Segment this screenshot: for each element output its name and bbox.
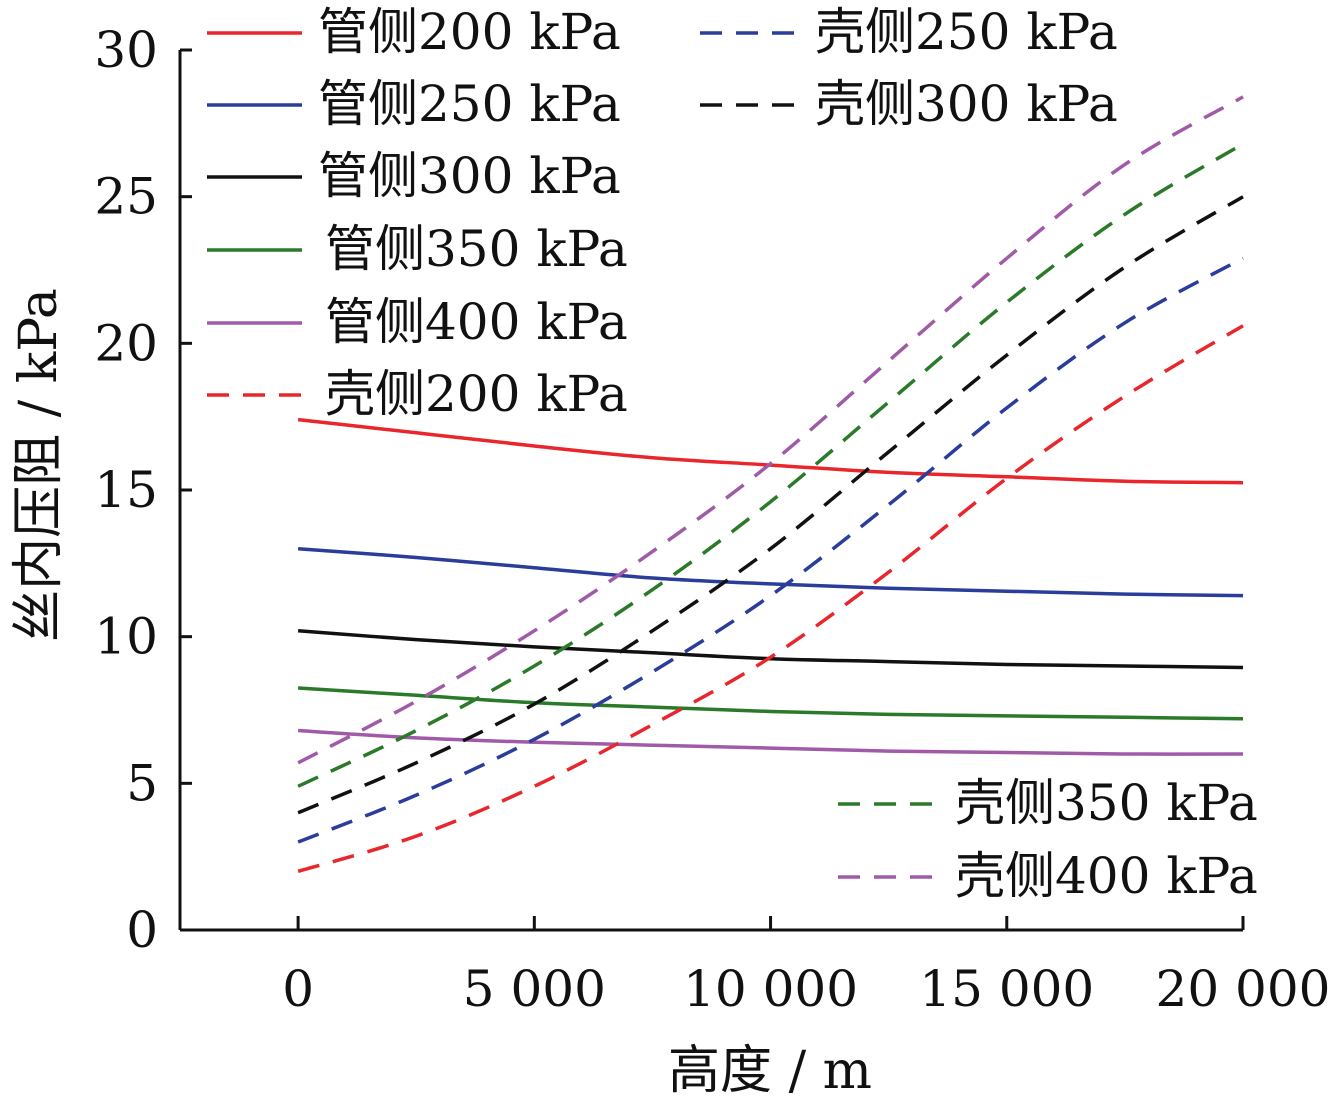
y-tick-label: 10	[94, 608, 158, 666]
x-axis-title: 高度 / m	[668, 1041, 872, 1096]
legend-item: 管侧200 kPa	[207, 3, 621, 61]
legend-item: 壳侧350 kPa	[838, 774, 1258, 832]
legend-label: 壳侧350 kPa	[955, 774, 1258, 832]
y-tick-label: 5	[126, 754, 158, 812]
series-line-3	[297, 629, 1244, 670]
legend-label: 壳侧250 kPa	[815, 3, 1118, 61]
x-tick-label: 10 000	[683, 960, 858, 1018]
y-tick-label: 20	[94, 314, 158, 372]
legend-label: 壳侧300 kPa	[815, 75, 1118, 133]
legend-label: 壳侧400 kPa	[955, 847, 1258, 905]
legend-item: 管侧400 kPa	[207, 293, 628, 351]
series-line-7	[297, 256, 1244, 844]
legend-label: 管侧350 kPa	[325, 220, 628, 278]
series-line-6	[297, 324, 1244, 873]
plot-lines	[297, 95, 1244, 873]
series-line-8	[297, 195, 1244, 815]
legend-label: 管侧400 kPa	[325, 293, 628, 351]
legend-label: 管侧300 kPa	[318, 147, 621, 205]
y-tick-label: 0	[126, 901, 158, 959]
legend-item: 管侧300 kPa	[207, 147, 621, 205]
series-line-9	[297, 142, 1244, 788]
legend-item: 壳侧400 kPa	[838, 847, 1258, 905]
x-tick-label: 0	[282, 960, 314, 1018]
x-tick-label: 15 000	[919, 960, 1094, 1018]
x-tick-label: 20 000	[1156, 960, 1331, 1018]
x-tick-label: 5 000	[463, 960, 606, 1018]
series-line-2	[297, 546, 1244, 598]
axes: 0 5 10 15 20 25 30 0 5 000 10 000 15 000 20 000	[94, 21, 1330, 1018]
y-tick-label: 15	[94, 461, 158, 519]
legend-item: 管侧250 kPa	[207, 75, 621, 133]
legend-item: 管侧350 kPa	[207, 220, 628, 278]
series-line-1	[297, 417, 1244, 485]
y-tick-label: 25	[94, 168, 158, 226]
legend-item: 壳侧200 kPa	[207, 365, 628, 423]
y-axis-title: 丝内压阻 / kPa	[9, 288, 69, 642]
legend-label: 壳侧200 kPa	[325, 365, 628, 423]
series-line-5	[297, 728, 1244, 756]
series-line-10	[297, 95, 1244, 765]
legend-label: 管侧250 kPa	[318, 75, 621, 133]
legend: 管侧200 kPa 管侧250 kPa 管侧300 kPa 管侧350 kPa 管侧40…	[207, 3, 1258, 905]
series-line-4	[297, 686, 1244, 721]
legend-item: 壳侧300 kPa	[700, 75, 1118, 133]
y-tick-label: 30	[94, 21, 158, 79]
legend-label: 管侧200 kPa	[318, 3, 621, 61]
legend-item: 壳侧250 kPa	[700, 3, 1118, 61]
